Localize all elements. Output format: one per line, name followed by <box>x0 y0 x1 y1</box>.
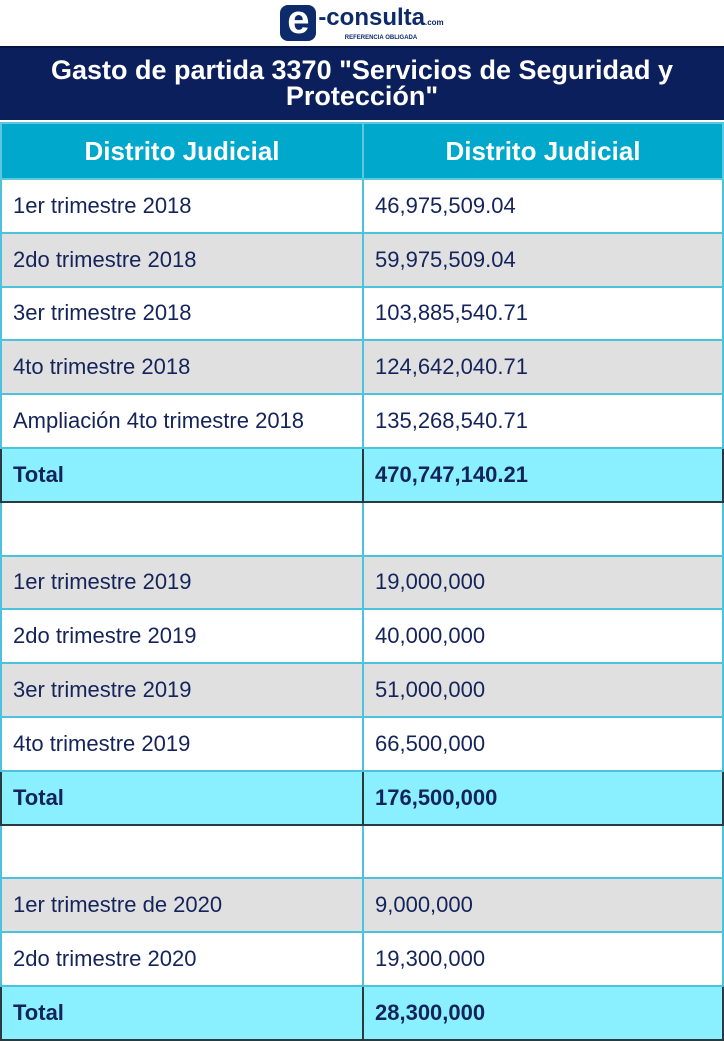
period-cell: Total <box>0 446 364 503</box>
amount-cell: 103,885,540.71 <box>362 285 724 342</box>
total-row: Total 28,300,000 <box>0 984 724 1041</box>
period-cell: 1er trimestre de 2020 <box>0 877 364 934</box>
amount-cell <box>362 500 724 557</box>
table-row: 1er trimestre 2018 46,975,509.04 <box>0 178 724 234</box>
amount-cell: 124,642,040.71 <box>362 339 724 396</box>
table-row: Ampliación 4to trimestre 2018 135,268,540… <box>0 393 724 449</box>
logo-suffix: .com <box>425 17 444 27</box>
expense-table: Distrito Judicial Distrito Judicial 1er … <box>0 122 724 1041</box>
amount-cell: 135,268,540.71 <box>362 393 724 449</box>
amount-cell: 66,500,000 <box>362 715 724 772</box>
logo-tagline: REFERENCIA OBLIGADA <box>344 34 418 41</box>
amount-cell: 9,000,000 <box>362 877 724 934</box>
amount-cell: 19,300,000 <box>362 931 724 987</box>
period-cell: 4to trimestre 2019 <box>0 715 364 772</box>
period-cell: 4to trimestre 2018 <box>0 339 364 396</box>
amount-cell: 46,975,509.04 <box>362 178 724 234</box>
logo-mark: e <box>280 0 317 41</box>
period-cell: 3er trimestre 2019 <box>0 662 364 718</box>
table-row: 4to trimestre 2019 66,500,000 <box>0 715 724 772</box>
amount-cell: 19,000,000 <box>362 554 724 611</box>
amount-cell <box>362 823 724 880</box>
column-header: Distrito Judicial <box>0 122 364 180</box>
column-header: Distrito Judicial <box>362 122 724 180</box>
logo-name: -consulta <box>318 3 425 31</box>
table-row: 4to trimestre 2018 124,642,040.71 <box>0 339 724 396</box>
amount-cell: 40,000,000 <box>362 608 724 665</box>
period-cell <box>0 500 364 557</box>
amount-cell: 470,747,140.21 <box>362 446 724 503</box>
period-cell: 2do trimestre 2020 <box>0 931 364 987</box>
amount-cell: 59,975,509.04 <box>362 231 724 288</box>
period-cell: 2do trimestre 2018 <box>0 231 364 288</box>
period-cell <box>0 823 364 880</box>
amount-cell: 51,000,000 <box>362 662 724 718</box>
period-cell: Total <box>0 984 364 1041</box>
table-row <box>0 823 724 880</box>
period-cell: Ampliación 4to trimestre 2018 <box>0 393 364 449</box>
total-row: Total 176,500,000 <box>0 769 724 826</box>
table-row: 3er trimestre 2018 103,885,540.71 <box>0 285 724 342</box>
table-row: 2do trimestre 2019 40,000,000 <box>0 608 724 665</box>
period-cell: 3er trimestre 2018 <box>0 285 364 342</box>
table-row: 1er trimestre 2019 19,000,000 <box>0 554 724 611</box>
amount-cell: 176,500,000 <box>362 769 724 826</box>
period-cell: 2do trimestre 2019 <box>0 608 364 665</box>
table-row: 2do trimestre 2020 19,300,000 <box>0 931 724 987</box>
table-row: 2do trimestre 2018 59,975,509.04 <box>0 231 724 288</box>
table-row: 3er trimestre 2019 51,000,000 <box>0 662 724 718</box>
table-row <box>0 500 724 557</box>
amount-cell: 28,300,000 <box>362 984 724 1041</box>
period-cell: Total <box>0 769 364 826</box>
total-row: Total 470,747,140.21 <box>0 446 724 503</box>
e-consulta-logo: e -consulta.com REFERENCIA OBLIGADA <box>0 0 724 46</box>
table-title: Gasto de partida 3370 "Servicios de Segu… <box>0 46 724 120</box>
table-row: 1er trimestre de 2020 9,000,000 <box>0 877 724 934</box>
period-cell: 1er trimestre 2019 <box>0 554 364 611</box>
period-cell: 1er trimestre 2018 <box>0 178 364 234</box>
